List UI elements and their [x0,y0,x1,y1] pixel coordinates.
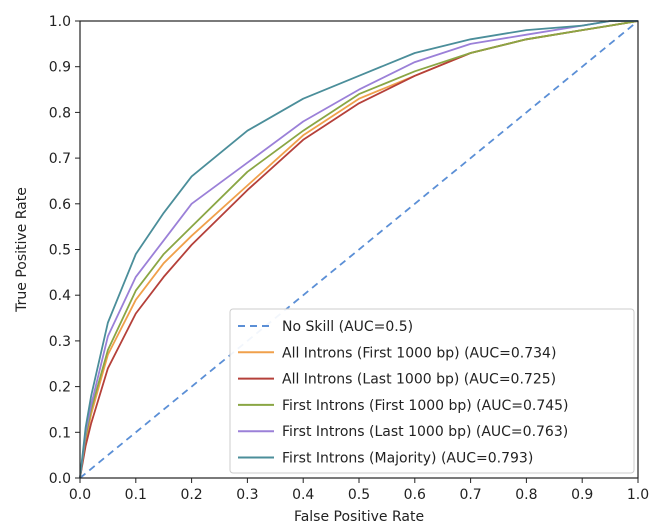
x-tick-label: 0.0 [69,487,91,503]
series-line-0 [79,20,639,479]
legend-label-3: First Introns (First 1000 bp) (AUC=0.745… [282,398,569,414]
x-tick-label: 0.2 [180,487,202,503]
x-tick-label: 0.3 [236,487,258,503]
x-tick-label: 0.7 [459,487,481,503]
legend-label-1: All Introns (First 1000 bp) (AUC=0.734) [282,345,556,361]
y-tick-label: 0.0 [49,471,71,487]
x-tick-label: 0.6 [404,487,426,503]
legend-label-0: No Skill (AUC=0.5) [282,319,413,335]
y-tick-label: 0.7 [49,151,71,167]
y-tick-label: 0.4 [49,288,71,304]
series-layer [79,20,639,479]
y-tick-label: 0.1 [49,425,71,441]
series-line-3 [79,20,639,479]
y-axis-label: True Positive Rate [14,187,30,313]
ticks-layer: 0.0 0.1 0.2 0.3 0.4 0.5 0.6 0.7 0.8 0.9 1.0 0.0 0.1 0… [49,14,649,503]
y-tick-label: 0.5 [49,243,71,259]
x-tick-label: 0.1 [125,487,147,503]
legend: No Skill (AUC=0.5) All Introns (First 100… [229,308,635,474]
legend-label-2: All Introns (Last 1000 bp) (AUC=0.725) [282,372,556,388]
y-tick-label: 0.9 [49,60,71,76]
x-axis-label: False Positive Rate [294,509,424,525]
y-tick-label: 1.0 [49,14,71,30]
series-line-4 [79,20,638,479]
x-tick-label: 0.5 [348,487,370,503]
y-tick-label: 0.8 [49,105,71,121]
x-tick-label: 0.8 [515,487,537,503]
x-tick-label: 0.9 [571,487,593,503]
y-tick-label: 0.3 [49,334,71,350]
y-tick-label: 0.2 [49,380,71,396]
x-tick-label: 0.4 [292,487,314,503]
series-line-5 [79,20,638,479]
legend-label-5: First Introns (Majority) (AUC=0.793) [282,451,533,467]
legend-label-4: First Introns (Last 1000 bp) (AUC=0.763) [282,424,568,440]
y-tick-label: 0.6 [49,197,71,213]
legend-box [229,308,635,474]
x-tick-label: 1.0 [627,487,649,503]
